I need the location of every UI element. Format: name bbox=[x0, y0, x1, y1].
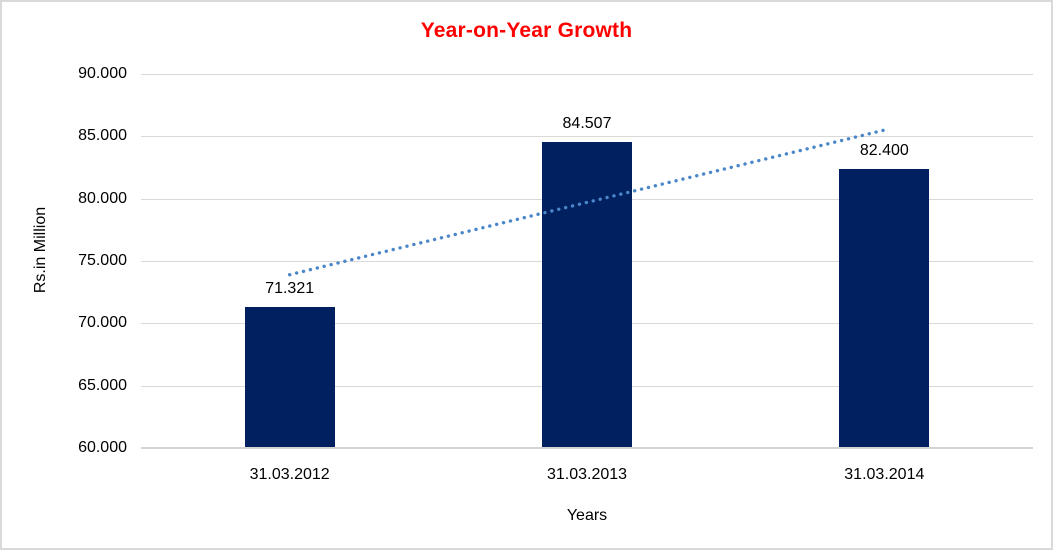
gridline bbox=[141, 74, 1033, 75]
x-category-label: 31.03.2014 bbox=[844, 466, 925, 483]
bar-value-label: 82.400 bbox=[859, 141, 909, 159]
y-tick-label: 90.000 bbox=[78, 65, 127, 82]
x-category-label: 31.03.2012 bbox=[249, 466, 330, 483]
y-tick-label: 60.000 bbox=[78, 439, 127, 456]
y-axis-title: Rs.in Million bbox=[32, 206, 49, 294]
y-tick-label: 65.000 bbox=[78, 376, 127, 394]
chart-title: Year-on-Year Growth bbox=[420, 19, 633, 42]
y-tick-label: 80.000 bbox=[78, 189, 127, 207]
y-tick-label: 70.000 bbox=[78, 314, 127, 332]
bar-value-label: 84.507 bbox=[562, 115, 612, 133]
bar bbox=[542, 142, 632, 447]
x-category-label: 31.03.2013 bbox=[546, 466, 628, 483]
x-axis-title: Years bbox=[566, 507, 608, 524]
gridline bbox=[141, 136, 1033, 138]
y-tick-label: 85.000 bbox=[78, 127, 127, 145]
bar-value-label: 71.321 bbox=[265, 279, 315, 297]
bar bbox=[839, 168, 930, 447]
y-tick-label: 75.000 bbox=[78, 252, 127, 269]
x-axis-baseline bbox=[141, 447, 1033, 449]
bar bbox=[244, 306, 335, 447]
